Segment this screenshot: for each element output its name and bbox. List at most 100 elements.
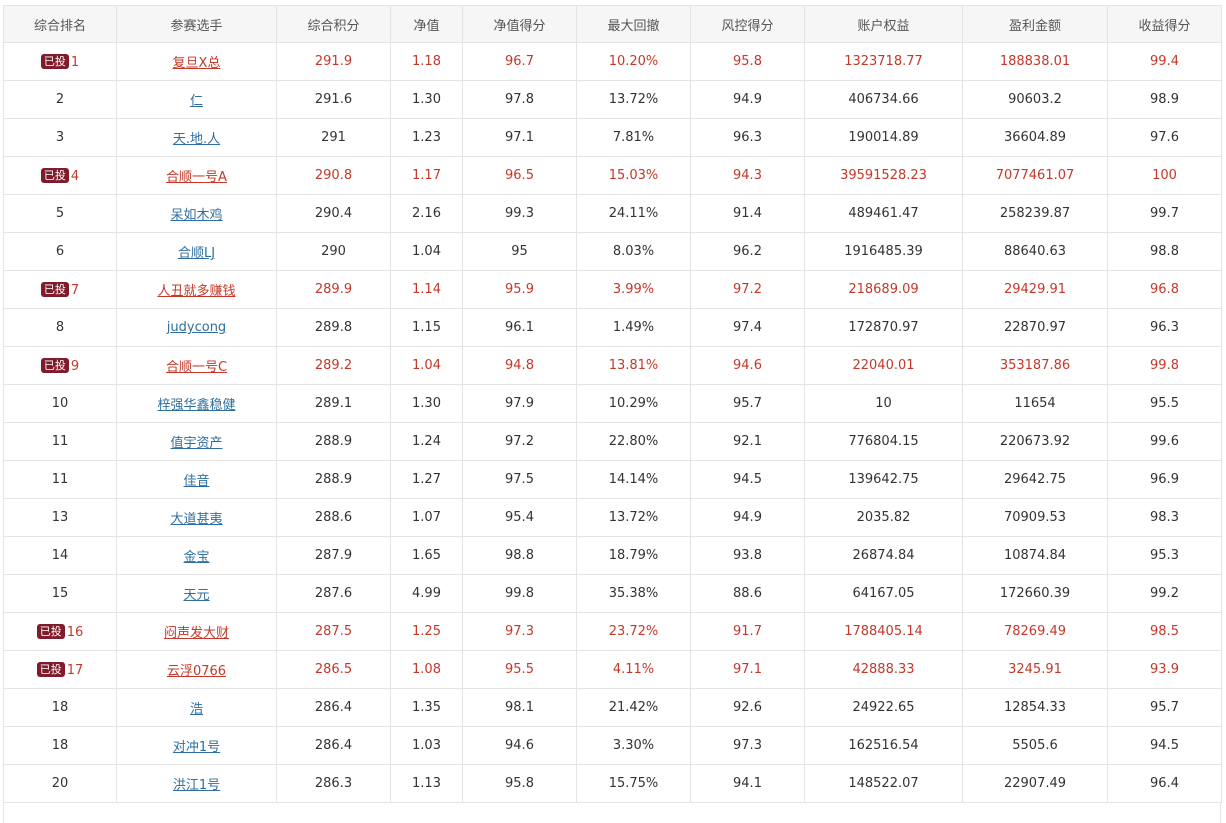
player-link[interactable]: 浩 (189, 702, 203, 717)
risk-score-cell: 94.9 (690, 80, 805, 119)
return-score-cell: 96.8 (1107, 270, 1222, 309)
score-cell: 291 (276, 118, 391, 157)
player-link[interactable]: 梓强华鑫稳健 (157, 398, 236, 413)
score-cell: 290 (276, 232, 391, 271)
player-link[interactable]: 合顺一号C (165, 360, 228, 375)
invested-badge: 已投 (36, 623, 65, 639)
nav-score-cell: 95.4 (462, 498, 577, 537)
player-cell: 合顺一号A (116, 156, 277, 195)
rank-cell: 已投 9 (3, 346, 117, 385)
equity-cell: 1323718.77 (804, 42, 963, 81)
invested-badge: 已投 (40, 167, 69, 183)
player-link[interactable]: 洪江1号 (172, 778, 221, 793)
nav-cell: 1.04 (390, 346, 463, 385)
max-drawdown-cell: 22.80% (576, 422, 691, 461)
profit-cell: 78269.49 (962, 612, 1108, 651)
score-cell: 288.9 (276, 460, 391, 499)
nav-score-cell: 98.1 (462, 688, 577, 727)
table-row: 已投 9 合顺一号C 289.2 1.04 94.8 13.81% 94.6 22040.01 3… (3, 346, 1222, 385)
player-cell: 人丑就多赚钱 (116, 270, 277, 309)
equity-cell: 24922.65 (804, 688, 963, 727)
score-cell: 288.9 (276, 422, 391, 461)
player-link[interactable]: judycong (166, 320, 227, 335)
score-cell: 287.6 (276, 574, 391, 613)
rank-cell: 已投 4 (3, 156, 117, 195)
player-link[interactable]: 大道甚夷 (170, 512, 223, 527)
player-link[interactable]: 云浮0766 (166, 664, 227, 679)
risk-score-cell: 92.6 (690, 688, 805, 727)
equity-cell: 148522.07 (804, 764, 963, 803)
rank-value: 4 (70, 168, 80, 184)
profit-cell: 22907.49 (962, 764, 1108, 803)
nav-cell: 1.27 (390, 460, 463, 499)
equity-cell: 162516.54 (804, 726, 963, 765)
profit-cell: 88640.63 (962, 232, 1108, 271)
rank-cell: 10 (3, 384, 117, 423)
table-row: 已投 1 复旦X总 291.9 1.18 96.7 10.20% 95.8 1323718.77… (3, 42, 1222, 81)
player-link[interactable]: 仁 (189, 94, 203, 109)
max-drawdown-cell: 10.20% (576, 42, 691, 81)
player-link[interactable]: 合顺LJ (177, 246, 216, 261)
equity-cell: 489461.47 (804, 194, 963, 233)
profit-cell: 29429.91 (962, 270, 1108, 309)
return-score-cell: 95.3 (1107, 536, 1222, 575)
rank-cell: 5 (3, 194, 117, 233)
player-link[interactable]: 天.地.人 (172, 132, 221, 147)
profit-cell: 5505.6 (962, 726, 1108, 765)
score-cell: 291.9 (276, 42, 391, 81)
invested-badge: 已投 (40, 281, 69, 297)
player-link[interactable]: 对冲1号 (172, 740, 221, 755)
equity-cell: 406734.66 (804, 80, 963, 119)
rank-cell: 2 (3, 80, 117, 119)
player-link[interactable]: 呆如木鸡 (170, 208, 223, 223)
max-drawdown-cell: 3.99% (576, 270, 691, 309)
equity-cell: 139642.75 (804, 460, 963, 499)
player-link[interactable]: 人丑就多赚钱 (157, 284, 236, 299)
nav-cell: 1.15 (390, 308, 463, 347)
header-nav-score: 净值得分 (462, 5, 577, 43)
player-link[interactable]: 佳音 (183, 474, 210, 489)
table-row: 20 洪江1号 286.3 1.13 95.8 15.75% 94.1 148522.07 22… (3, 764, 1222, 803)
rank-cell: 3 (3, 118, 117, 157)
return-score-cell: 100 (1107, 156, 1222, 195)
rank-value: 2 (55, 92, 65, 107)
score-cell: 289.2 (276, 346, 391, 385)
profit-cell: 188838.01 (962, 42, 1108, 81)
nav-score-cell: 95.8 (462, 764, 577, 803)
equity-cell: 1788405.14 (804, 612, 963, 651)
table-row: 已投 4 合顺一号A 290.8 1.17 96.5 15.03% 94.3 39591528.… (3, 156, 1222, 195)
max-drawdown-cell: 13.72% (576, 498, 691, 537)
player-cell: 佳音 (116, 460, 277, 499)
max-drawdown-cell: 15.03% (576, 156, 691, 195)
player-link[interactable]: 金宝 (183, 550, 210, 565)
nav-score-cell: 95 (462, 232, 577, 271)
equity-cell: 22040.01 (804, 346, 963, 385)
profit-cell: 172660.39 (962, 574, 1108, 613)
rank-cell: 已投 17 (3, 650, 117, 689)
player-link[interactable]: 天元 (183, 588, 210, 603)
player-link[interactable]: 复旦X总 (172, 56, 221, 71)
header-return-score: 收益得分 (1107, 5, 1222, 43)
score-cell: 286.3 (276, 764, 391, 803)
player-link[interactable]: 闷声发大财 (163, 626, 229, 641)
nav-score-cell: 95.9 (462, 270, 577, 309)
score-cell: 286.4 (276, 726, 391, 765)
equity-cell: 42888.33 (804, 650, 963, 689)
risk-score-cell: 94.1 (690, 764, 805, 803)
rank-cell: 13 (3, 498, 117, 537)
rank-value: 10 (51, 396, 69, 411)
table-row: 6 合顺LJ 290 1.04 95 8.03% 96.2 1916485.39 88640.6… (3, 232, 1222, 271)
player-cell: 对冲1号 (116, 726, 277, 765)
table-row: 2 仁 291.6 1.30 97.8 13.72% 94.9 406734.66 90603.… (3, 80, 1222, 119)
player-link[interactable]: 合顺一号A (166, 170, 227, 185)
risk-score-cell: 95.7 (690, 384, 805, 423)
return-score-cell: 98.8 (1107, 232, 1222, 271)
score-cell: 286.4 (276, 688, 391, 727)
header-equity: 账户权益 (804, 5, 963, 43)
nav-cell: 1.08 (390, 650, 463, 689)
max-drawdown-cell: 10.29% (576, 384, 691, 423)
risk-score-cell: 94.3 (690, 156, 805, 195)
table-row: 18 对冲1号 286.4 1.03 94.6 3.30% 97.3 162516.54 550… (3, 726, 1222, 765)
player-link[interactable]: 值宇资产 (170, 436, 223, 451)
risk-score-cell: 94.6 (690, 346, 805, 385)
